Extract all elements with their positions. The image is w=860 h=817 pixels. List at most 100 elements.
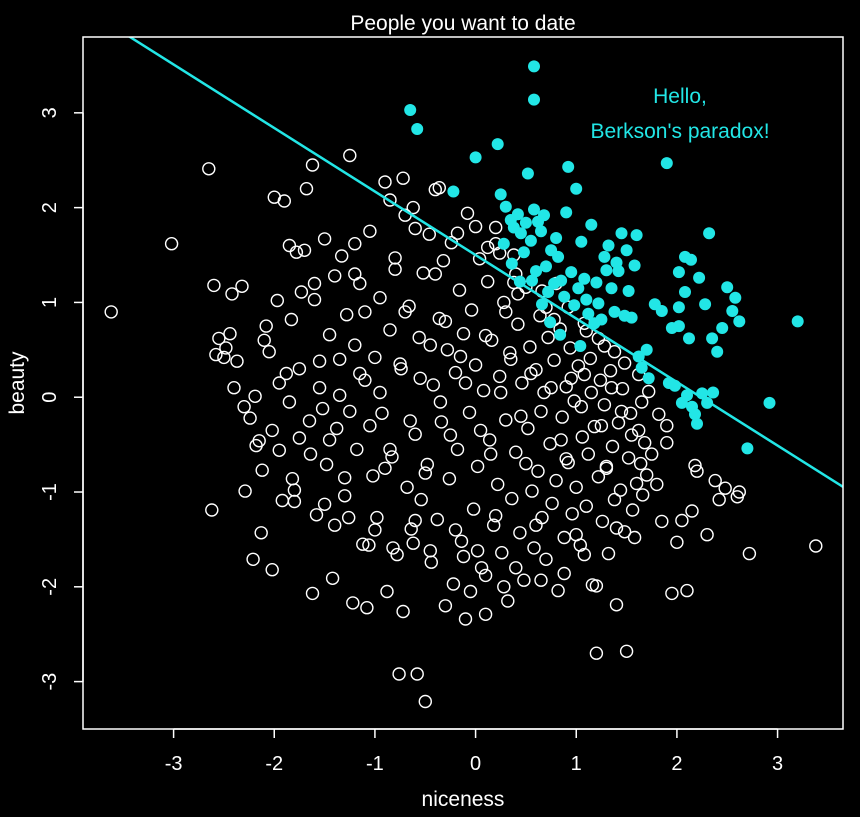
rejected-point: [619, 644, 634, 658]
selected-point: [568, 299, 581, 312]
rejected-point: [525, 484, 539, 498]
selected-point: [685, 253, 697, 266]
rejected-point: [319, 457, 334, 472]
y-tick-label: 3: [39, 107, 61, 118]
rejected-point: [330, 421, 344, 436]
x-tick-label: -3: [165, 753, 183, 775]
x-tick-label: -1: [366, 753, 384, 775]
rejected-point: [348, 236, 362, 251]
rejected-point: [537, 385, 551, 400]
rejected-point: [712, 492, 726, 507]
rejected-point: [243, 411, 257, 425]
rejected-point: [574, 400, 588, 414]
rejected-point: [456, 327, 471, 341]
selected-point: [538, 209, 550, 222]
rejected-point: [504, 352, 518, 366]
rejected-point: [609, 521, 624, 535]
rejected-point: [440, 343, 455, 357]
rejected-point: [353, 366, 367, 381]
rejected-point: [564, 371, 578, 385]
rejected-point: [237, 400, 251, 414]
rejected-point: [511, 317, 525, 331]
rejected-point: [400, 480, 414, 494]
rejected-point: [378, 175, 392, 189]
rejected-point: [257, 333, 271, 347]
selected-point: [605, 282, 618, 295]
rejected-point: [422, 227, 436, 241]
rejected-point: [524, 366, 538, 381]
selected-point: [497, 237, 510, 250]
rejected-point: [534, 404, 548, 419]
rejected-point: [732, 485, 746, 499]
rejected-point: [499, 305, 513, 319]
rejected-point: [468, 358, 483, 372]
rejected-point: [378, 461, 392, 475]
selected-point: [491, 138, 504, 151]
rejected-point: [406, 536, 420, 550]
selected-point: [683, 332, 695, 345]
rejected-point: [227, 381, 241, 395]
rejected-point: [448, 365, 463, 380]
rejected-point: [282, 238, 297, 253]
selected-point: [505, 257, 518, 270]
rejected-point: [284, 312, 299, 327]
rejected-point: [607, 345, 622, 359]
selected-point: [642, 372, 655, 385]
rejected-point: [458, 612, 473, 626]
rejected-point: [403, 414, 417, 428]
rejected-point: [595, 514, 610, 529]
rejected-point: [523, 340, 537, 354]
rejected-point: [519, 456, 533, 471]
rejected-point: [217, 350, 231, 365]
rejected-point: [575, 430, 589, 444]
selected-point: [542, 286, 555, 298]
rejected-point: [404, 522, 418, 536]
selected-point: [528, 93, 540, 106]
selected-point: [565, 266, 578, 279]
rejected-point: [255, 463, 269, 477]
rejected-point: [591, 470, 606, 484]
rejected-point: [292, 362, 307, 376]
threshold-line: [127, 37, 843, 488]
rejected-point: [209, 347, 223, 362]
rejected-point: [289, 245, 304, 259]
rejected-point: [433, 395, 448, 409]
rejected-point: [453, 349, 468, 364]
rejected-point: [368, 350, 382, 365]
rejected-point: [343, 404, 357, 419]
rejected-point: [436, 254, 451, 268]
rejected-point: [420, 457, 434, 472]
rejected-point: [262, 345, 276, 359]
selected-point: [526, 274, 538, 287]
rejected-point: [358, 373, 372, 387]
rejected-point: [638, 436, 652, 450]
rejected-point: [205, 503, 219, 517]
rejected-point: [230, 354, 244, 368]
rejected-point: [322, 328, 337, 342]
rejected-point: [398, 305, 412, 319]
points-layer: [104, 60, 823, 709]
rejected-point: [478, 328, 493, 343]
rejected-point: [254, 526, 268, 540]
rejected-point: [430, 512, 444, 527]
selected-point: [693, 271, 706, 284]
selected-point: [585, 218, 598, 231]
rejected-point: [249, 438, 263, 453]
selected-point: [620, 244, 633, 257]
rejected-point: [505, 491, 519, 506]
y-axis-title: beauty: [6, 351, 29, 415]
rejected-point: [270, 293, 284, 308]
rejected-point: [340, 308, 354, 322]
rejected-point: [549, 473, 563, 488]
selected-point: [558, 290, 571, 303]
selected-point: [528, 60, 540, 73]
rejected-point: [458, 376, 473, 390]
rejected-point: [448, 523, 463, 537]
selected-point: [572, 282, 585, 295]
rejected-point: [246, 552, 260, 566]
rejected-point: [238, 484, 252, 498]
rejected-point: [484, 447, 498, 461]
rejected-point: [346, 596, 360, 610]
rejected-point: [557, 566, 571, 581]
